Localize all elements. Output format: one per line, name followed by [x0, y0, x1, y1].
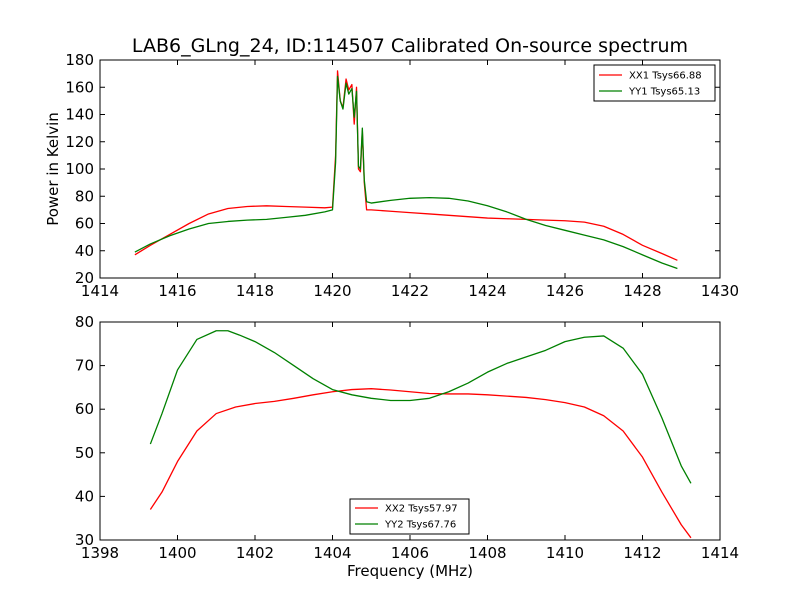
top-y-tick-label: 180: [65, 51, 94, 69]
top-legend: XX1 Tsys66.88 YY1 Tsys65.13: [593, 64, 716, 102]
bottom-x-tick-label: 1402: [236, 544, 274, 562]
bottom-x-tick-label: 1398: [81, 544, 119, 562]
bottom-panel: 1398 1400 1402 1404 1406 1408 1410 1412 1414 30 40…: [75, 313, 739, 580]
bottom-y-tick-label: 70: [75, 357, 94, 375]
top-y-axis-label: Power in Kelvin: [44, 112, 62, 226]
bottom-legend-box: [349, 498, 470, 535]
legend-label-yy2: YY2 Tsys67.76: [384, 520, 456, 531]
top-x-tick-label: 1428: [623, 282, 661, 300]
bottom-axes-frame: [99, 321, 721, 541]
top-y-tick-label: 60: [75, 215, 94, 233]
bottom-y-tick-label: 30: [75, 531, 94, 549]
bottom-x-axis-label: Frequency (MHz): [347, 562, 473, 580]
top-x-tick-label: 1420: [313, 282, 351, 300]
top-y-tick-label: 120: [65, 133, 94, 151]
legend-label-xx2: XX2 Tsys57.97: [385, 504, 458, 515]
bottom-series-line-2: [149, 330, 692, 484]
bottom-y-tick-label: 60: [75, 400, 94, 418]
legend-label-yy1: YY1 Tsys65.13: [628, 87, 700, 98]
top-series-line-1: [134, 70, 678, 261]
top-x-tick-label: 1416: [158, 282, 196, 300]
top-y-tick-label: 140: [65, 106, 94, 124]
top-x-tick-label: 1418: [236, 282, 274, 300]
top-x-tick-label: 1426: [546, 282, 584, 300]
bottom-legend: XX2 Tsys57.97 YY2 Tsys67.76: [349, 498, 470, 535]
bottom-ticks-group: 1398 1400 1402 1404 1406 1408 1410 1412 1414 30 40…: [75, 313, 739, 562]
top-series-group: [134, 70, 678, 270]
top-y-tick-label: 80: [75, 187, 94, 205]
bottom-series-group: [149, 330, 692, 539]
top-x-tick-label: 1430: [701, 282, 739, 300]
bottom-x-tick-label: 1408: [468, 544, 506, 562]
top-legend-box: [593, 64, 716, 102]
top-y-tick-label: 20: [75, 269, 94, 287]
bottom-series-line-1: [149, 388, 692, 539]
top-axes-frame: [99, 59, 721, 279]
top-y-tick-label: 160: [65, 78, 94, 96]
bottom-y-tick-label: 50: [75, 444, 94, 462]
bottom-y-tick-label: 80: [75, 313, 94, 331]
bottom-y-tick-label: 40: [75, 487, 94, 505]
legend-label-xx1: XX1 Tsys66.88: [629, 71, 702, 82]
bottom-x-tick-label: 1400: [158, 544, 196, 562]
top-y-tick-label: 40: [75, 242, 94, 260]
top-series-line-2: [134, 75, 678, 270]
bottom-x-tick-label: 1414: [701, 544, 739, 562]
bottom-x-tick-label: 1410: [546, 544, 584, 562]
bottom-x-tick-label: 1412: [623, 544, 661, 562]
top-x-tick-label: 1414: [81, 282, 119, 300]
bottom-x-tick-label: 1404: [313, 544, 351, 562]
bottom-x-tick-label: 1406: [391, 544, 429, 562]
top-y-tick-label: 100: [65, 160, 94, 178]
top-x-tick-label: 1422: [391, 282, 429, 300]
chart-title: LAB6_GLng_24, ID:114507 Calibrated On-so…: [132, 35, 688, 57]
top-x-tick-label: 1424: [468, 282, 506, 300]
top-ticks-group: 1414 1416 1418 1420 1422 1424 1426 1428 1430 20 40…: [65, 51, 739, 300]
top-panel: 1414 1416 1418 1420 1422 1424 1426 1428 1430 20 40…: [44, 51, 739, 300]
